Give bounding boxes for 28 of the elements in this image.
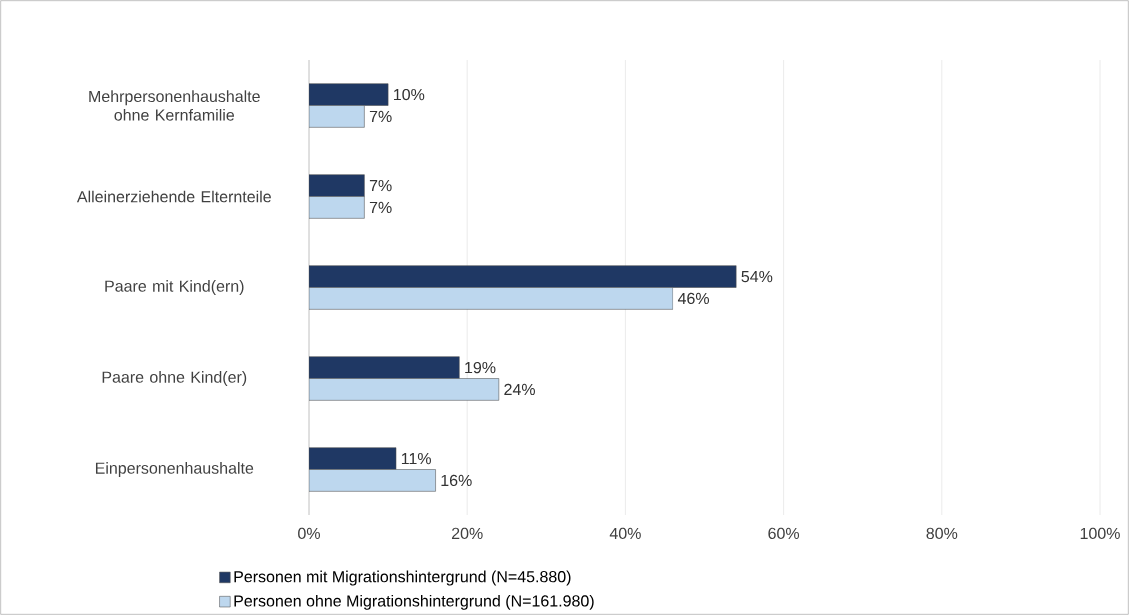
y-tick-label: Alleinerziehende Elternteile — [76, 190, 271, 203]
y-tick-label: Mehrpersonenhaushalte ohne Kernfamilie — [89, 90, 260, 121]
legend-label: Personen mit Migrationshintergrund (N=45.880) — [234, 570, 571, 586]
data-label: 7% — [369, 179, 392, 192]
data-label: 10% — [394, 88, 425, 101]
data-label: 11% — [401, 452, 431, 465]
x-tick-label: 0% — [298, 527, 320, 540]
y-tick-label: Paare mit Kind(ern) — [105, 280, 244, 295]
y-tick-label: Paare ohne Kind(er) — [102, 371, 247, 386]
data-label: 46% — [677, 292, 710, 305]
y-tick-label: Einpersonenhaushalte — [95, 462, 254, 477]
bar — [309, 174, 365, 197]
data-label: 19% — [465, 361, 496, 374]
x-tick-label: 20% — [451, 527, 483, 540]
data-label: 7% — [369, 201, 392, 214]
data-label: 24% — [504, 383, 535, 396]
legend-label: Personen ohne Migrationshintergrund (N=161.980) — [234, 594, 594, 610]
bar — [309, 447, 397, 470]
data-label: 54% — [741, 270, 773, 283]
bar — [309, 83, 389, 106]
x-tick-label: 80% — [926, 527, 958, 540]
data-label: 7% — [369, 110, 392, 123]
x-tick-label: 40% — [609, 527, 641, 540]
bar — [309, 265, 737, 288]
x-tick-label: 100% — [1080, 527, 1120, 540]
x-tick-label: 60% — [768, 527, 800, 540]
bar — [309, 356, 460, 379]
data-label: 16% — [441, 474, 472, 487]
